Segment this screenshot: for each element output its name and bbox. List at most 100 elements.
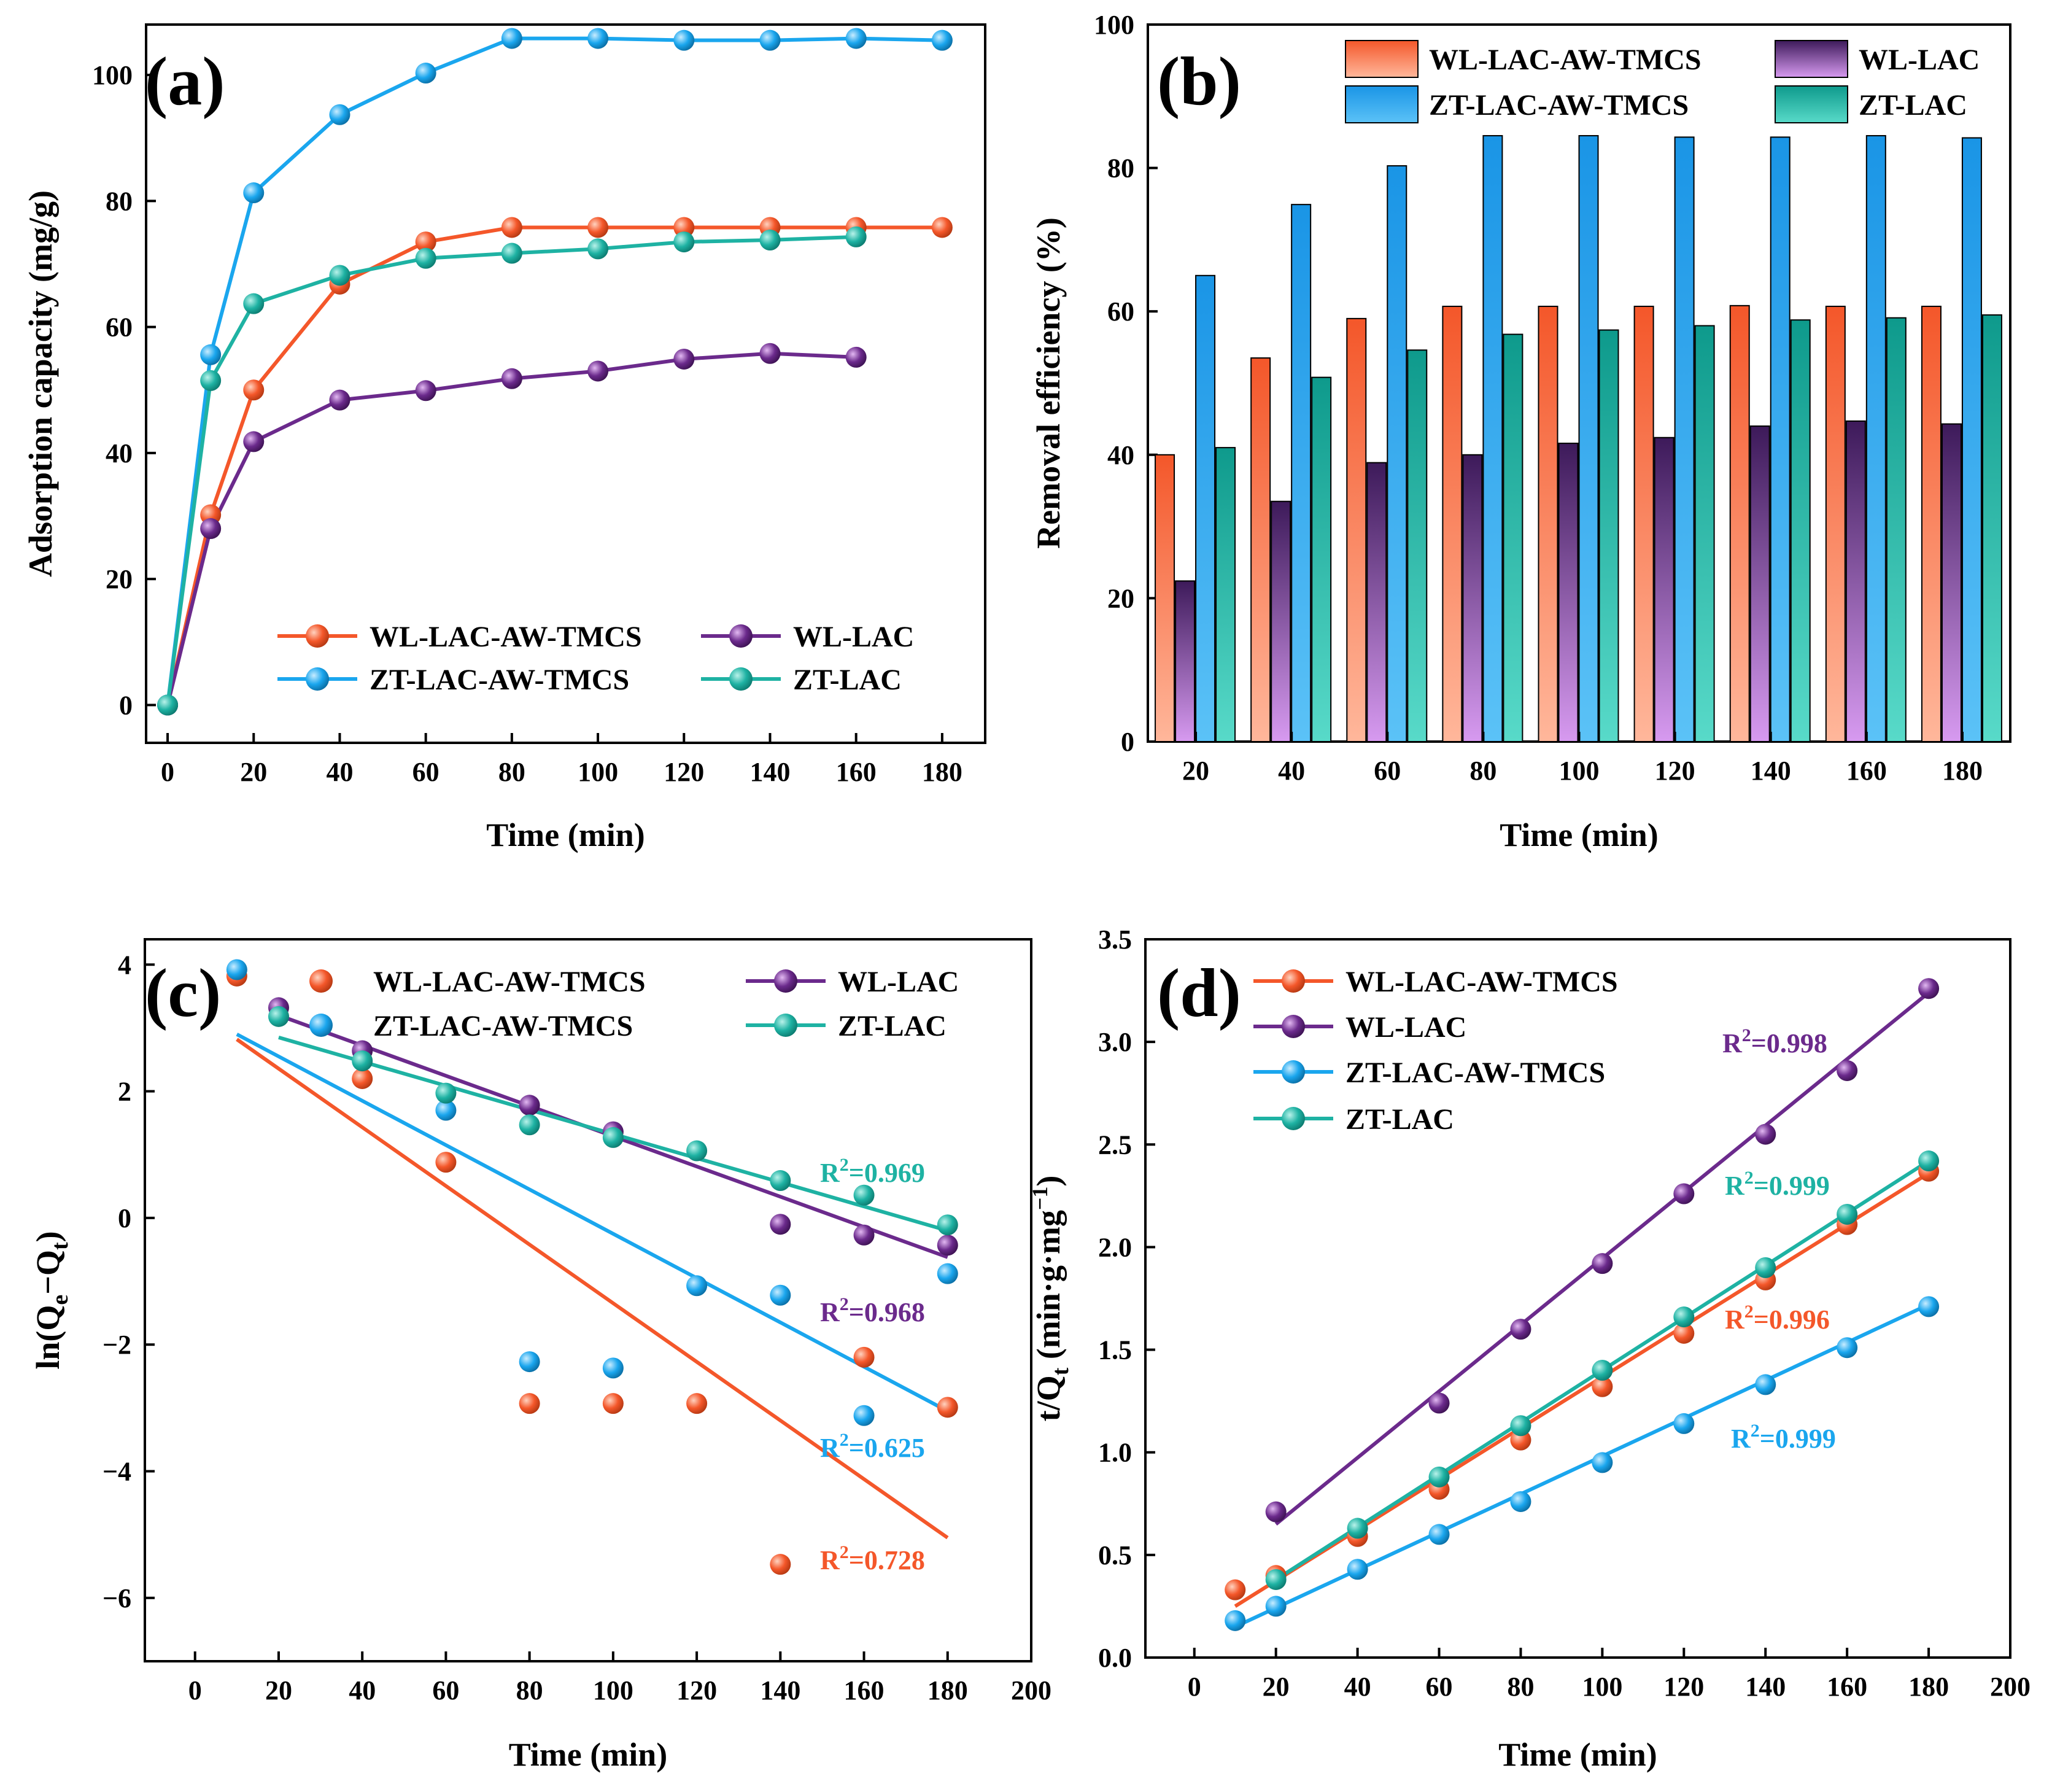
- data-point: [1918, 1296, 1940, 1317]
- panel-b-ytick-label: 80: [1107, 153, 1134, 184]
- legend-item-text: ZT-LAC: [793, 664, 902, 696]
- data-point: [243, 293, 265, 314]
- panel-b-xtick-label: 100: [1559, 756, 1600, 786]
- data-point: [759, 29, 781, 51]
- data-point: [415, 247, 436, 269]
- bar: [1981, 314, 2002, 742]
- panel-label: (a): [145, 44, 225, 120]
- legend-item-text: ZT-LAC: [1345, 1103, 1454, 1136]
- data-point: [759, 230, 781, 250]
- panel-d-ytick-label: 3.0: [1098, 1027, 1132, 1057]
- data-point: [1225, 1579, 1246, 1600]
- panel-c-xtick-label: 80: [516, 1675, 543, 1705]
- bar: [1387, 165, 1407, 742]
- panel-c-xtick-label: 100: [593, 1675, 633, 1705]
- data-point: [686, 1140, 708, 1162]
- data-point: [1673, 1322, 1695, 1344]
- panel-b-xtick-label: 20: [1182, 756, 1209, 786]
- panel-c-ytick-label: 2: [118, 1077, 131, 1107]
- panel-d-xtick-label: 80: [1507, 1672, 1534, 1702]
- legend-item-text: ZT-LAC-AW-TMCS: [370, 664, 629, 696]
- bar: [1503, 333, 1524, 742]
- data-point: [1592, 1376, 1613, 1397]
- data-point: [1673, 1183, 1695, 1204]
- legend-item-marker: [1282, 1060, 1305, 1084]
- data-point: [937, 1397, 958, 1418]
- panel-c-xtick-label: 0: [188, 1675, 202, 1705]
- panel-c-xtick-label: 40: [349, 1675, 376, 1705]
- r-squared-label: R2=0.969: [820, 1155, 925, 1188]
- legend-item-marker: [309, 969, 333, 993]
- bar: [1790, 319, 1811, 742]
- bar: [1694, 325, 1715, 742]
- data-point: [673, 231, 695, 253]
- data-point: [1510, 1491, 1531, 1512]
- panel-d-ytick-label: 1.5: [1098, 1335, 1132, 1365]
- panel-d-ytick-label: 2.5: [1098, 1130, 1132, 1160]
- data-point: [1673, 1413, 1695, 1434]
- bar: [1674, 136, 1695, 743]
- data-point: [243, 431, 265, 452]
- panel-b-ytick-label: 100: [1094, 10, 1134, 40]
- bar: [1845, 420, 1866, 742]
- bar: [1271, 500, 1291, 742]
- panel-a-xtick-label: 160: [836, 757, 877, 787]
- data-point: [853, 1184, 875, 1206]
- bar: [1462, 454, 1483, 742]
- data-point: [770, 1554, 791, 1575]
- panel-label: (c): [145, 955, 221, 1031]
- legend-swatch: [1775, 85, 1848, 123]
- panel-c-frame: [144, 938, 1032, 1662]
- panel-c-xtick-label: 140: [760, 1675, 800, 1705]
- data-point: [200, 370, 222, 391]
- data-point: [501, 28, 522, 49]
- panel-b-xtick-label: 60: [1374, 756, 1401, 786]
- panel-d-ytick-label: 2.0: [1098, 1232, 1132, 1262]
- data-point: [1918, 978, 1940, 999]
- data-point: [587, 360, 609, 382]
- bar: [1578, 135, 1599, 743]
- bar: [1366, 462, 1387, 742]
- bar: [1749, 425, 1770, 742]
- data-point: [686, 1275, 708, 1297]
- data-point: [435, 1152, 457, 1173]
- bar: [1770, 136, 1791, 743]
- legend-item-marker: [306, 667, 329, 691]
- bar: [1442, 306, 1463, 742]
- panel-b-xtick-label: 160: [1846, 756, 1887, 786]
- data-point: [853, 1224, 875, 1246]
- fit-line: [1234, 1303, 1930, 1629]
- data-point: [415, 63, 436, 84]
- r-squared-label: R2=0.625: [820, 1430, 925, 1463]
- legend-item-marker: [729, 624, 753, 648]
- panel-a-xtick-label: 100: [578, 757, 618, 787]
- panel-a-ytick-label: 80: [106, 186, 133, 216]
- panel-d-ytick-label: 0.5: [1098, 1540, 1132, 1570]
- data-point: [770, 1284, 791, 1306]
- data-point: [415, 231, 436, 253]
- panel-c-pseudo-first-order-chart: 0 20 40 60 80 100 120 140 160 180 200 −6 −4 −2 0 2 4 R2=0…: [29, 938, 1051, 1773]
- legend-item-text: WL-LAC: [838, 966, 959, 998]
- data-point: [937, 1263, 958, 1284]
- legend-item-marker: [774, 969, 797, 993]
- panel-a-ytick-label: 40: [106, 438, 133, 468]
- r-squared-label: R2=0.968: [820, 1294, 925, 1327]
- legend-item-text: WL-LAC-AW-TMCS: [1345, 966, 1618, 998]
- data-point: [200, 518, 222, 540]
- data-point: [587, 217, 609, 238]
- panel-a-ytick-label: 20: [106, 564, 133, 594]
- bar: [1598, 329, 1619, 742]
- data-point: [268, 1006, 289, 1027]
- panel-a-frame: [145, 23, 986, 744]
- panel-d-xtick-label: 140: [1745, 1672, 1786, 1702]
- data-point: [931, 217, 953, 238]
- data-point: [1428, 1466, 1450, 1488]
- panel-b-xtick-label: 80: [1469, 756, 1496, 786]
- r-squared-label: R2=0.996: [1725, 1301, 1830, 1335]
- data-point: [937, 1214, 958, 1236]
- bar: [1155, 454, 1175, 742]
- data-point: [1265, 1501, 1287, 1522]
- y-axis-label: Adsorption capacity (mg/g): [22, 190, 59, 577]
- panel-b-xtick-label: 140: [1751, 756, 1791, 786]
- series-line: [166, 235, 856, 705]
